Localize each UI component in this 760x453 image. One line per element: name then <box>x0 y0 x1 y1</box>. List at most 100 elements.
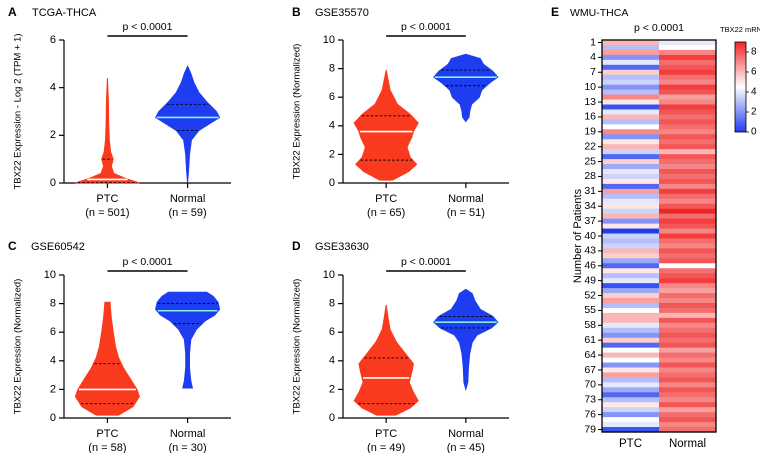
heatmap-cell-normal <box>659 49 716 56</box>
heatmap-cell-ptc <box>602 139 659 145</box>
heatmap-cell-normal <box>659 402 716 408</box>
y-tick-label: 2 <box>329 383 335 395</box>
y-tick-label: 2 <box>329 148 335 160</box>
colorbar-tick-label: 4 <box>751 87 757 98</box>
heatmap-cell-normal <box>659 268 716 274</box>
heatmap-cell-ptc <box>602 84 659 91</box>
y-tick-label: 2 <box>50 129 56 141</box>
heatmap-cell-ptc <box>602 337 659 344</box>
heatmap-cell-ptc <box>602 159 659 165</box>
heatmap-cell-ptc <box>602 149 659 155</box>
heatmap-cell-normal <box>659 238 716 245</box>
heatmap-cell-ptc <box>602 208 659 215</box>
panel-title: GSE35570 <box>315 7 369 19</box>
heatmap-cell-ptc <box>602 44 659 51</box>
heatmap-cell-ptc <box>602 253 659 259</box>
colorbar-tick-label: 0 <box>751 127 757 138</box>
panel-d: D GSE33630 0 2 4 6 8 10 TBX22 Expression (Normal… <box>292 239 509 453</box>
y-tick-label: 4 <box>329 355 335 367</box>
heatmap-cell-ptc <box>602 392 659 398</box>
row-tick-label: 70 <box>584 379 596 391</box>
heatmap-cell-ptc <box>602 302 659 309</box>
row-tick-label: 16 <box>584 111 596 123</box>
heatmap-cell-ptc <box>602 178 659 185</box>
heatmap-cell-ptc <box>602 173 659 180</box>
heatmap-cell-ptc <box>602 183 659 190</box>
heatmap-cell-ptc <box>602 397 659 403</box>
heatmap-cell-normal <box>659 273 716 279</box>
heatmap-cell-ptc <box>602 169 659 175</box>
x-tick-label: Normal <box>170 193 205 205</box>
row-tick-label: 73 <box>584 394 596 406</box>
heatmap-cell-normal <box>659 233 716 240</box>
heatmap-cell-ptc <box>602 223 659 230</box>
heatmap-cell-ptc <box>602 99 659 106</box>
heatmap-cell-normal <box>659 248 716 254</box>
x-tick-label: Normal <box>448 428 483 440</box>
heatmap-cell-ptc <box>602 228 659 235</box>
heatmap-cell-ptc <box>602 64 659 71</box>
heatmap-cell-normal <box>659 223 716 230</box>
sample-size-label: (n = 45) <box>447 442 485 453</box>
row-tick-label: 79 <box>584 423 596 435</box>
heatmap-cell-normal <box>659 397 716 403</box>
heatmap-cell-normal <box>659 104 716 111</box>
heatmap-cell-ptc <box>602 69 659 76</box>
heatmap-cell-normal <box>659 367 716 374</box>
heatmap-cell-ptc <box>602 367 659 374</box>
heatmap-cell-ptc <box>602 427 659 433</box>
heatmap-cell-normal <box>659 40 716 46</box>
row-tick-label: 7 <box>590 66 596 78</box>
panel-title: GSE60542 <box>31 241 85 253</box>
heatmap-cell-ptc <box>602 248 659 254</box>
heatmap-cell-ptc <box>602 59 659 66</box>
heatmap-cell-ptc <box>602 124 659 130</box>
heatmap-cell-normal <box>659 129 716 135</box>
heatmap-cell-ptc <box>602 307 659 314</box>
y-tick-label: 4 <box>329 120 335 132</box>
sample-size-label: (n = 51) <box>447 207 485 219</box>
y-tick-label: 0 <box>329 177 335 189</box>
heatmap-cell-ptc <box>602 114 659 120</box>
normal-violin <box>433 53 499 123</box>
heatmap-cell-normal <box>659 387 716 393</box>
heatmap-cell-normal <box>659 278 716 284</box>
row-tick-label: 67 <box>584 364 596 376</box>
heatmap-cell-ptc <box>602 347 659 354</box>
heatmap-cell-ptc <box>602 233 659 240</box>
heatmap-cell-ptc <box>602 203 659 210</box>
heatmap-cell-normal <box>659 178 716 185</box>
row-tick-label: 28 <box>584 170 596 182</box>
heatmap-cell-ptc <box>602 109 659 116</box>
heatmap-cell-normal <box>659 283 716 289</box>
heatmap-cell-ptc <box>602 283 659 289</box>
heatmap-cell-normal <box>659 322 716 329</box>
sample-size-label: (n = 59) <box>168 207 206 219</box>
heatmap-cell-normal <box>659 64 716 71</box>
heatmap-cell-normal <box>659 422 716 428</box>
heatmap-cell-ptc <box>602 422 659 428</box>
panel-label: C <box>8 239 17 253</box>
heatmap-cell-ptc <box>602 273 659 279</box>
heatmap-cell-normal <box>659 293 716 299</box>
heatmap-cell-normal <box>659 298 716 304</box>
heatmap-cell-normal <box>659 347 716 354</box>
heatmap-cell-ptc <box>602 312 659 319</box>
heatmap-cell-normal <box>659 169 716 175</box>
y-tick-label: 8 <box>329 63 335 75</box>
heatmap-cell-ptc <box>602 49 659 56</box>
row-tick-label: 19 <box>584 126 596 138</box>
heatmap-cell-normal <box>659 139 716 145</box>
sample-size-label: (n = 30) <box>168 442 206 453</box>
heatmap-cell-normal <box>659 228 716 235</box>
y-tick-label: 6 <box>329 91 335 103</box>
heatmap-cell-normal <box>659 79 716 86</box>
heatmap-cell-ptc <box>602 332 659 339</box>
heatmap-cell-ptc <box>602 322 659 329</box>
heatmap-cell-normal <box>659 312 716 319</box>
heatmap-cell-ptc <box>602 129 659 135</box>
heatmap-cell-normal <box>659 144 716 150</box>
heatmap-cell-ptc <box>602 79 659 86</box>
heatmap-cell-normal <box>659 362 716 369</box>
